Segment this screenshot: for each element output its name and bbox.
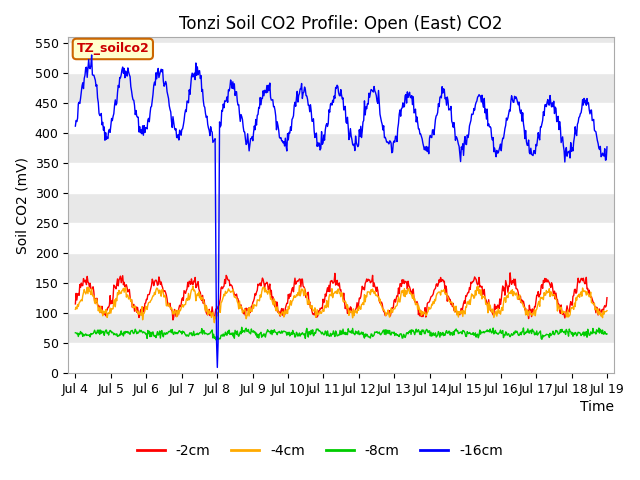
Title: Tonzi Soil CO2 Profile: Open (East) CO2: Tonzi Soil CO2 Profile: Open (East) CO2 xyxy=(179,15,503,33)
Text: Time: Time xyxy=(580,400,614,414)
Bar xyxy=(68,223,614,253)
Bar xyxy=(68,283,614,313)
Bar xyxy=(68,343,614,373)
Bar xyxy=(68,43,614,73)
Y-axis label: Soil CO2 (mV): Soil CO2 (mV) xyxy=(15,157,29,254)
Text: TZ_soilco2: TZ_soilco2 xyxy=(76,42,149,56)
Bar xyxy=(68,103,614,133)
Bar xyxy=(68,163,614,193)
Legend: -2cm, -4cm, -8cm, -16cm: -2cm, -4cm, -8cm, -16cm xyxy=(131,438,509,464)
